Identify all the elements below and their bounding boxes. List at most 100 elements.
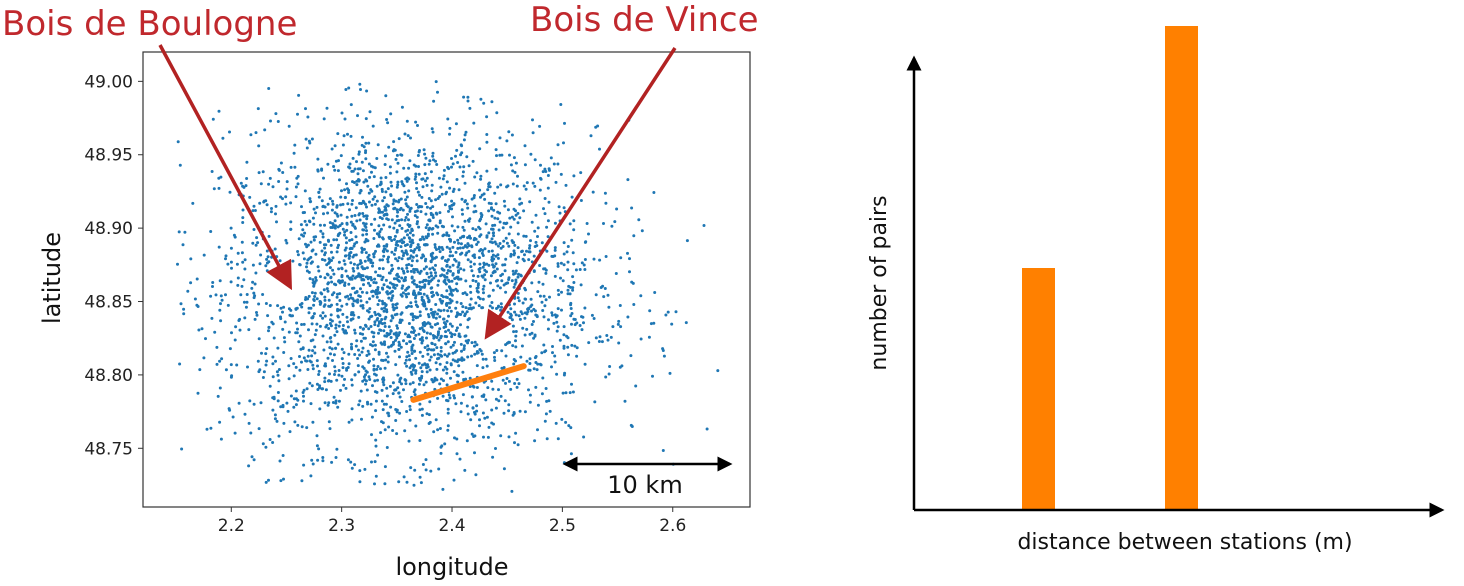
station-point <box>375 157 379 160</box>
station-point <box>442 308 446 312</box>
station-point <box>370 314 374 318</box>
station-point <box>358 82 362 86</box>
station-point <box>566 245 570 248</box>
station-point <box>479 217 483 221</box>
station-point <box>469 260 473 264</box>
station-point <box>507 340 511 344</box>
station-point <box>181 243 185 247</box>
station-point <box>240 251 244 255</box>
station-point <box>519 310 523 314</box>
station-point <box>574 268 578 272</box>
station-point <box>617 341 621 345</box>
station-point <box>412 365 416 369</box>
station-point <box>242 278 246 282</box>
station-point <box>359 299 363 303</box>
station-point <box>385 386 389 390</box>
distance-bar <box>1165 26 1198 510</box>
station-point <box>443 442 447 446</box>
station-point <box>472 253 476 257</box>
station-point <box>328 305 332 308</box>
station-point <box>533 184 537 188</box>
station-point <box>473 204 477 208</box>
station-point <box>329 226 333 229</box>
station-point <box>385 308 389 312</box>
station-point <box>449 238 452 242</box>
y-tick-label: 49.00 <box>84 72 133 92</box>
station-point <box>370 415 374 419</box>
station-point <box>568 391 572 395</box>
station-point <box>341 366 345 370</box>
station-point <box>433 243 437 247</box>
station-point <box>583 268 587 271</box>
station-point <box>532 367 536 371</box>
station-point <box>397 218 401 222</box>
x-tick-label: 2.6 <box>659 516 686 536</box>
station-point <box>388 165 392 169</box>
station-point <box>615 207 619 211</box>
station-point <box>180 447 184 451</box>
station-point <box>311 338 315 342</box>
station-point <box>373 323 377 327</box>
station-point <box>340 222 344 226</box>
station-point <box>368 297 372 301</box>
station-point <box>337 373 341 377</box>
station-point <box>331 401 335 404</box>
station-point <box>417 172 421 176</box>
station-point <box>430 183 434 187</box>
station-point <box>572 228 576 232</box>
station-point <box>459 410 463 414</box>
x-tick-label: 2.5 <box>549 516 576 536</box>
station-point <box>434 418 438 422</box>
station-point <box>439 346 443 349</box>
station-point <box>361 379 365 383</box>
station-point <box>448 265 452 269</box>
station-point <box>335 204 339 208</box>
station-point <box>340 266 344 270</box>
station-point <box>411 255 415 259</box>
station-point <box>314 276 318 280</box>
station-point <box>416 124 419 127</box>
station-point <box>391 316 395 320</box>
station-point <box>497 304 500 308</box>
station-point <box>395 214 399 218</box>
station-point <box>436 396 440 400</box>
station-point <box>396 373 400 377</box>
station-point <box>392 285 396 289</box>
station-point <box>338 299 342 302</box>
station-point <box>389 329 393 333</box>
station-point <box>449 309 453 313</box>
station-point <box>481 275 485 279</box>
station-point <box>451 288 455 292</box>
station-point <box>289 314 293 318</box>
station-point <box>398 331 402 335</box>
station-point <box>538 294 542 298</box>
station-point <box>376 317 380 320</box>
station-point <box>352 244 356 248</box>
station-point <box>503 263 507 267</box>
station-point <box>228 190 232 194</box>
station-point <box>626 315 630 319</box>
station-point <box>296 423 300 427</box>
station-point <box>229 246 233 250</box>
station-point <box>388 237 392 240</box>
station-point <box>333 373 336 376</box>
station-point <box>419 481 423 485</box>
station-point <box>639 337 643 341</box>
station-point <box>385 213 389 217</box>
station-point <box>503 399 507 403</box>
station-point <box>476 240 480 244</box>
station-point <box>514 330 518 333</box>
station-point <box>445 245 449 249</box>
station-point <box>423 172 427 176</box>
station-point <box>348 238 352 242</box>
station-point <box>414 296 417 300</box>
station-point <box>549 156 553 160</box>
station-point <box>500 279 504 283</box>
station-point <box>496 217 500 221</box>
station-point <box>348 277 352 281</box>
station-point <box>530 323 534 326</box>
station-point <box>409 466 413 470</box>
station-point <box>342 383 346 387</box>
station-point <box>296 182 300 186</box>
station-point <box>285 401 289 405</box>
